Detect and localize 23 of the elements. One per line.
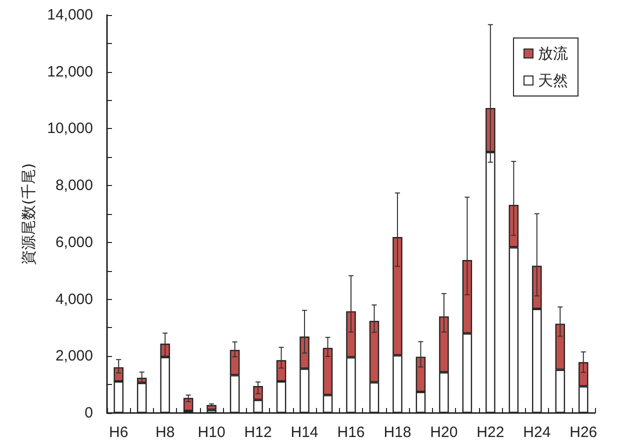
y-tick-label: 8,000 <box>55 177 93 194</box>
x-tick-label: H8 <box>156 424 175 441</box>
y-tick-label: 4,000 <box>55 290 93 308</box>
y-tick-label: 14,000 <box>47 6 93 24</box>
y-tick-label: 2,000 <box>55 348 93 365</box>
legend-label: 天然 <box>538 72 568 90</box>
x-tick-label: H22 <box>476 424 504 441</box>
x-tick-label: H16 <box>337 424 365 441</box>
x-tick-label: H18 <box>384 424 412 441</box>
y-axis-title: 資源尾数(千尾) <box>20 163 38 265</box>
y-tick-label: 12,000 <box>47 63 93 80</box>
x-tick-label: H10 <box>198 424 226 441</box>
x-tick-label: H20 <box>430 424 458 441</box>
x-tick-label: H6 <box>109 424 128 441</box>
x-tick-label: H24 <box>523 424 551 441</box>
x-tick-label: H14 <box>290 424 318 441</box>
legend-label: 放流 <box>538 44 568 62</box>
bar <box>183 398 194 412</box>
x-tick-label: H12 <box>244 424 272 441</box>
x-tick-label: H26 <box>570 424 598 441</box>
y-tick-label: 6,000 <box>55 234 93 251</box>
y-tick-label: 0 <box>84 404 93 422</box>
y-tick-label: 10,000 <box>47 120 93 138</box>
